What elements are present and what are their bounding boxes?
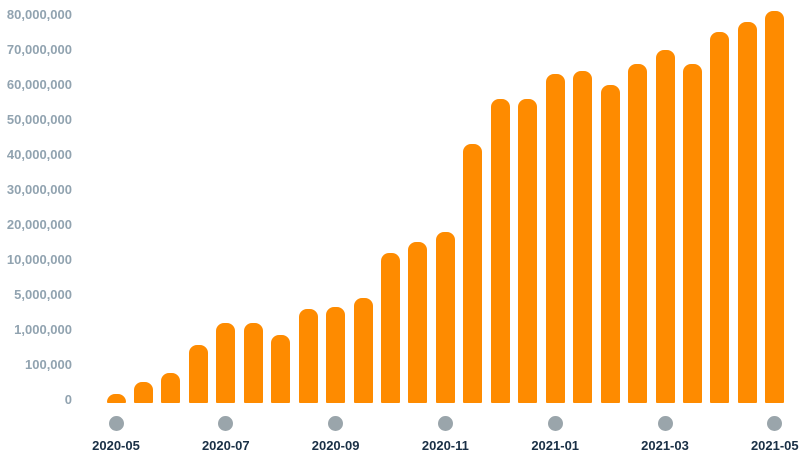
bar[interactable] xyxy=(490,98,510,403)
x-tick-dot xyxy=(218,415,234,431)
y-axis-label: 20,000,000 xyxy=(6,217,72,232)
bar[interactable] xyxy=(463,144,483,403)
x-axis-label: 2020-05 xyxy=(92,438,140,453)
bar[interactable] xyxy=(655,49,675,403)
y-axis-label: 100,000 xyxy=(25,357,72,372)
bar[interactable] xyxy=(326,306,346,403)
bar[interactable] xyxy=(216,322,236,403)
x-axis-label: 2021-01 xyxy=(531,438,580,453)
bar[interactable] xyxy=(243,322,263,403)
x-axis-label: 2020-09 xyxy=(311,438,360,453)
bar[interactable] xyxy=(106,394,126,403)
bar[interactable] xyxy=(298,309,318,403)
x-axis-label: 2020-11 xyxy=(421,438,469,453)
y-axis-label: 50,000,000 xyxy=(6,112,72,127)
bar[interactable] xyxy=(600,84,620,403)
x-tick-dot xyxy=(108,415,124,431)
x-tick-dot xyxy=(437,415,453,431)
y-axis-label: 80,000,000 xyxy=(6,7,72,22)
bar[interactable] xyxy=(271,334,291,403)
x-axis-label: 2020-07 xyxy=(201,438,250,453)
y-axis-label: 70,000,000 xyxy=(6,42,72,57)
x-axis-label: 2021-05 xyxy=(750,438,799,453)
bar[interactable] xyxy=(381,252,400,403)
bar[interactable] xyxy=(408,242,428,403)
y-axis-label: 1,000,000 xyxy=(14,322,72,337)
bar[interactable] xyxy=(435,231,455,403)
bar[interactable] xyxy=(188,344,208,403)
bar[interactable] xyxy=(133,382,153,403)
bar[interactable] xyxy=(545,74,565,403)
x-tick-dot xyxy=(547,415,563,431)
bar[interactable] xyxy=(161,373,181,403)
y-axis-label: 40,000,000 xyxy=(6,147,72,162)
bar[interactable] xyxy=(353,298,373,403)
y-axis-label: 60,000,000 xyxy=(6,77,72,92)
bar[interactable] xyxy=(710,32,730,403)
bar[interactable] xyxy=(682,63,702,403)
bar[interactable] xyxy=(573,70,593,403)
bar[interactable] xyxy=(518,98,538,403)
y-axis-label: 30,000,000 xyxy=(6,182,72,197)
x-axis-label: 2021-03 xyxy=(641,438,689,453)
y-axis-label: 5,000,000 xyxy=(14,287,72,302)
x-tick-dot xyxy=(328,415,344,431)
x-tick-dot xyxy=(657,415,673,431)
bar[interactable] xyxy=(628,63,648,403)
bar[interactable] xyxy=(765,11,785,403)
x-tick-dot xyxy=(767,415,783,431)
y-axis-label: 10,000,000 xyxy=(6,252,72,267)
bar[interactable] xyxy=(737,21,757,403)
y-axis-label: 0 xyxy=(64,392,72,407)
